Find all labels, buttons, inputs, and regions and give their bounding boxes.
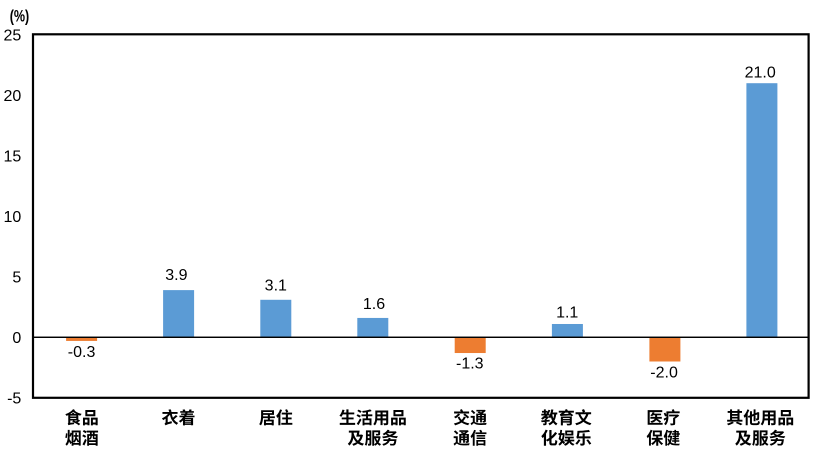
svg-text:10: 10 xyxy=(4,209,22,226)
svg-text:(%): (%) xyxy=(10,6,30,25)
svg-text:15: 15 xyxy=(4,149,22,166)
svg-text:5: 5 xyxy=(12,270,21,287)
svg-text:-5: -5 xyxy=(7,391,21,408)
svg-text:1.1: 1.1 xyxy=(556,305,578,322)
svg-text:1.6: 1.6 xyxy=(363,296,385,313)
svg-text:3.1: 3.1 xyxy=(265,278,287,295)
svg-text:3.9: 3.9 xyxy=(165,267,187,284)
svg-text:-2.0: -2.0 xyxy=(650,364,678,381)
svg-text:-1.3: -1.3 xyxy=(456,355,484,372)
svg-text:25: 25 xyxy=(4,28,22,45)
svg-text:20: 20 xyxy=(4,88,22,105)
svg-text:-0.3: -0.3 xyxy=(68,344,96,361)
svg-text:0: 0 xyxy=(12,330,21,347)
svg-text:21.0: 21.0 xyxy=(745,65,776,82)
